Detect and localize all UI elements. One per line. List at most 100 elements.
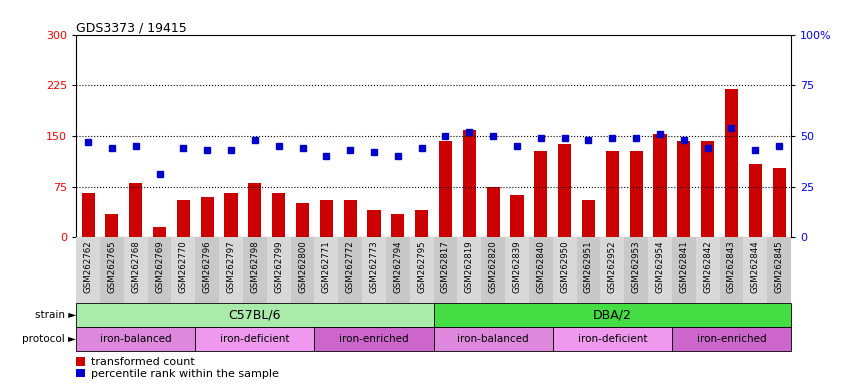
- Text: GSM262817: GSM262817: [441, 240, 450, 293]
- Bar: [582, 200, 595, 237]
- Bar: [76, 328, 195, 351]
- Bar: [219, 237, 243, 303]
- Bar: [129, 183, 142, 237]
- Text: GSM262800: GSM262800: [298, 240, 307, 293]
- Bar: [678, 141, 690, 237]
- Bar: [725, 89, 738, 237]
- Text: iron-deficient: iron-deficient: [578, 334, 647, 344]
- Bar: [124, 237, 147, 303]
- Bar: [672, 328, 791, 351]
- Bar: [172, 237, 195, 303]
- Bar: [224, 193, 238, 237]
- Text: GSM262950: GSM262950: [560, 240, 569, 293]
- Bar: [362, 237, 386, 303]
- Bar: [386, 237, 409, 303]
- Bar: [458, 237, 481, 303]
- Text: strain ►: strain ►: [35, 310, 76, 320]
- Text: GSM262765: GSM262765: [107, 240, 117, 293]
- Text: GSM262773: GSM262773: [370, 240, 378, 293]
- Bar: [772, 167, 786, 237]
- Bar: [510, 195, 524, 237]
- Bar: [195, 237, 219, 303]
- Text: GSM262799: GSM262799: [274, 240, 283, 293]
- Text: GSM262819: GSM262819: [464, 240, 474, 293]
- Text: GSM262770: GSM262770: [179, 240, 188, 293]
- Bar: [552, 237, 576, 303]
- Bar: [481, 237, 505, 303]
- Text: GSM262796: GSM262796: [203, 240, 212, 293]
- Bar: [201, 197, 214, 237]
- Bar: [744, 237, 767, 303]
- Text: GSM262798: GSM262798: [250, 240, 260, 293]
- Bar: [701, 141, 714, 237]
- Text: GSM262769: GSM262769: [155, 240, 164, 293]
- Text: GSM262953: GSM262953: [632, 240, 640, 293]
- Bar: [629, 151, 643, 237]
- Bar: [338, 237, 362, 303]
- Bar: [367, 210, 381, 237]
- Bar: [749, 164, 761, 237]
- Text: GSM262794: GSM262794: [393, 240, 403, 293]
- Text: iron-balanced: iron-balanced: [458, 334, 529, 344]
- Text: GSM262844: GSM262844: [750, 240, 760, 293]
- Bar: [409, 237, 434, 303]
- Bar: [672, 237, 695, 303]
- Bar: [315, 328, 434, 351]
- Bar: [606, 151, 618, 237]
- Bar: [81, 193, 95, 237]
- Bar: [177, 200, 190, 237]
- Bar: [266, 237, 291, 303]
- Text: GSM262841: GSM262841: [679, 240, 689, 293]
- Bar: [392, 214, 404, 237]
- Text: GSM262839: GSM262839: [513, 240, 521, 293]
- Bar: [695, 237, 719, 303]
- Bar: [343, 200, 357, 237]
- Bar: [577, 237, 601, 303]
- Text: protocol ►: protocol ►: [22, 334, 76, 344]
- Text: GSM262842: GSM262842: [703, 240, 712, 293]
- Bar: [249, 183, 261, 237]
- Bar: [535, 151, 547, 237]
- Bar: [76, 237, 100, 303]
- Bar: [653, 134, 667, 237]
- Text: iron-enriched: iron-enriched: [339, 334, 409, 344]
- Text: iron-deficient: iron-deficient: [220, 334, 289, 344]
- Bar: [624, 237, 648, 303]
- Bar: [76, 303, 433, 328]
- Text: GSM262771: GSM262771: [321, 240, 331, 293]
- Text: transformed count: transformed count: [91, 358, 195, 367]
- Text: GSM262772: GSM262772: [346, 240, 354, 293]
- Bar: [558, 144, 571, 237]
- Text: GSM262951: GSM262951: [584, 240, 593, 293]
- Bar: [439, 141, 452, 237]
- Text: GSM262952: GSM262952: [607, 240, 617, 293]
- Bar: [147, 237, 172, 303]
- Text: GSM262843: GSM262843: [727, 240, 736, 293]
- Text: percentile rank within the sample: percentile rank within the sample: [91, 369, 279, 379]
- Text: iron-balanced: iron-balanced: [100, 334, 172, 344]
- Bar: [434, 237, 458, 303]
- Text: iron-enriched: iron-enriched: [696, 334, 766, 344]
- Text: GSM262845: GSM262845: [775, 240, 783, 293]
- Bar: [153, 227, 166, 237]
- Bar: [463, 131, 475, 237]
- Text: GSM262820: GSM262820: [489, 240, 497, 293]
- Text: C57BL/6: C57BL/6: [228, 309, 281, 322]
- Text: GSM262795: GSM262795: [417, 240, 426, 293]
- Text: DBA/2: DBA/2: [593, 309, 632, 322]
- Text: GSM262762: GSM262762: [84, 240, 92, 293]
- Bar: [552, 328, 672, 351]
- Text: GSM262768: GSM262768: [131, 240, 140, 293]
- Bar: [415, 210, 428, 237]
- Bar: [243, 237, 266, 303]
- Text: GSM262840: GSM262840: [536, 240, 546, 293]
- Bar: [106, 214, 118, 237]
- Bar: [648, 237, 672, 303]
- Bar: [291, 237, 315, 303]
- Bar: [315, 237, 338, 303]
- Bar: [767, 237, 791, 303]
- Bar: [505, 237, 529, 303]
- Bar: [434, 303, 791, 328]
- Text: GDS3373 / 19415: GDS3373 / 19415: [76, 22, 187, 35]
- Bar: [719, 237, 744, 303]
